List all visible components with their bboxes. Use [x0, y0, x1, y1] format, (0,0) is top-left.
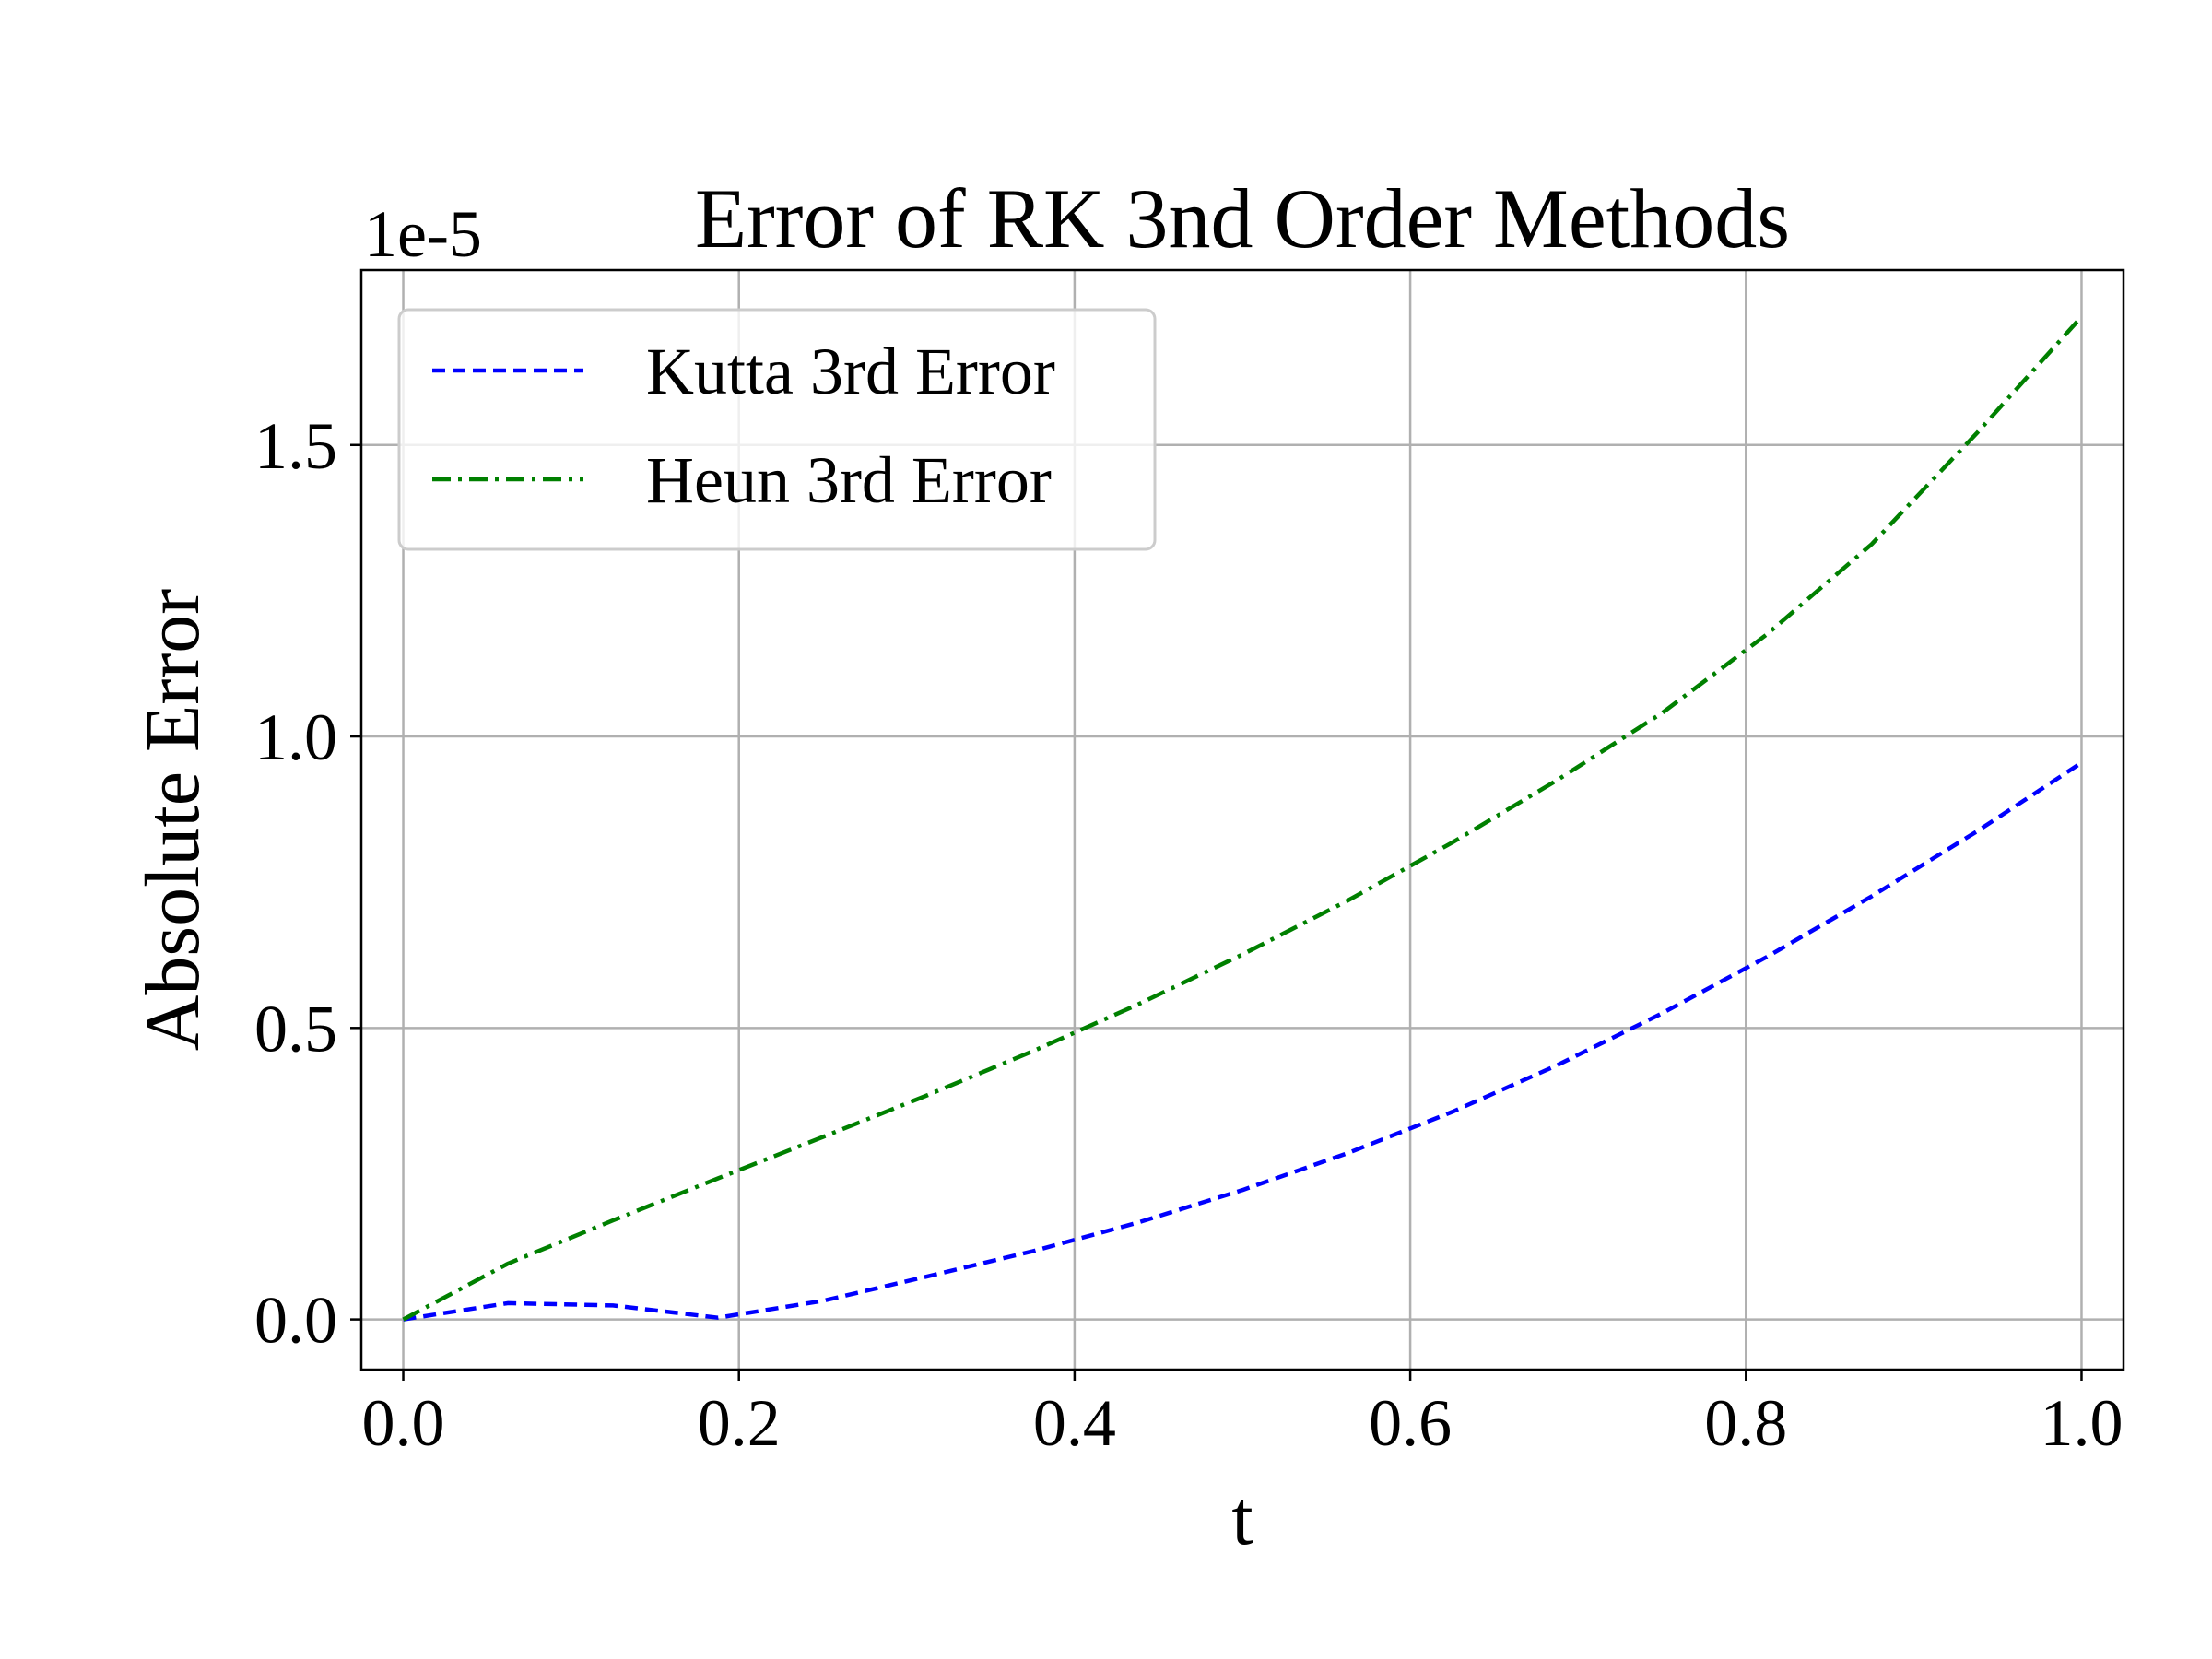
x-tick-label: 0.2: [698, 1386, 781, 1460]
series-line-heun-3rd: [402, 315, 2084, 1322]
y-axis-label: Absolute Error: [130, 589, 216, 1052]
plot-area-frame: [359, 268, 2125, 1371]
x-tick-label: 0.8: [1704, 1386, 1787, 1460]
x-axis-label: t: [1231, 1476, 1253, 1561]
legend-label-kutta: Kutta 3rd Error: [646, 335, 1055, 408]
x-axis-ticks: 0.0 0.2 0.4 0.6 0.8 1.0: [362, 1370, 2123, 1460]
y-tick-label: 0.0: [254, 1284, 337, 1358]
y-tick-label: 1.5: [254, 409, 337, 483]
x-tick-label: 0.6: [1369, 1386, 1452, 1460]
legend-box: [397, 308, 1157, 551]
chart-title: Error of RK 3nd Order Methods: [695, 171, 1790, 265]
y-tick-label: 1.0: [254, 700, 337, 774]
series-layer: [402, 315, 2084, 1322]
y-axis-ticks: 0.0 0.5 1.0 1.5: [254, 409, 361, 1358]
y-axis-offset-label: 1e-5: [364, 197, 482, 271]
x-tick-label: 1.0: [2040, 1386, 2123, 1460]
x-tick-label: 0.4: [1033, 1386, 1116, 1460]
series-line-kutta-3rd: [403, 760, 2083, 1322]
y-tick-label: 0.5: [254, 992, 337, 1065]
legend-label-heun: Heun 3rd Error: [646, 443, 1052, 517]
legend: Kutta 3rd Error Heun 3rd Error: [397, 308, 1157, 551]
x-tick-label: 0.0: [362, 1386, 445, 1460]
